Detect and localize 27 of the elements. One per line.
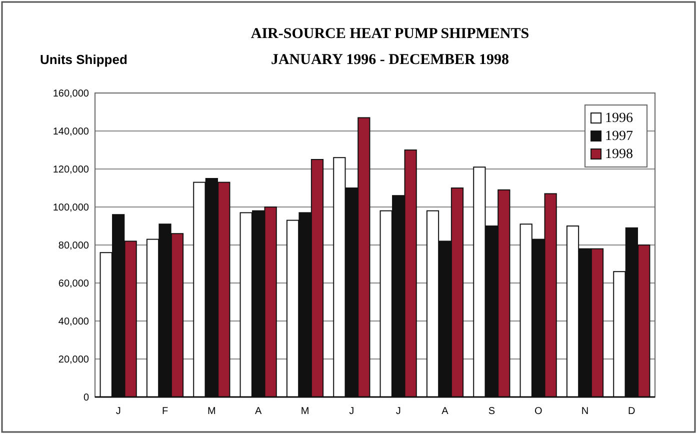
y-tick-label: 120,000	[52, 164, 90, 176]
chart-subtitle: JANUARY 1996 - DECEMBER 1998	[270, 52, 510, 68]
x-tick-label: J	[349, 406, 354, 417]
y-tick-label: 160,000	[52, 88, 90, 100]
y-tick-label: 60,000	[58, 278, 90, 290]
x-tick-label: J	[396, 406, 401, 417]
x-tick-label: M	[207, 406, 216, 417]
x-tick-label: J	[116, 406, 121, 417]
y-tick-label: 140,000	[52, 126, 90, 138]
x-tick-label: A	[254, 406, 262, 417]
y-axis-title: Units Shipped	[40, 52, 128, 67]
x-tick-label: A	[442, 406, 449, 417]
y-tick-label: 20,000	[58, 354, 90, 366]
legend-label: 1997	[605, 129, 633, 144]
x-tick-label: D	[628, 406, 636, 417]
legend-label: 1998	[605, 147, 633, 162]
x-tick-label: S	[488, 406, 496, 417]
y-tick-label: 80,000	[58, 240, 90, 252]
y-tick-label: 0	[83, 392, 90, 404]
legend-label: 1996	[605, 111, 633, 126]
x-tick-label: N	[581, 406, 589, 417]
y-tick-label: 40,000	[58, 316, 90, 328]
chart-title: AIR-SOURCE HEAT PUMP SHIPMENTS	[250, 26, 530, 42]
x-tick-label: M	[300, 406, 310, 417]
x-tick-label: O	[534, 406, 542, 417]
y-tick-label: 100,000	[52, 202, 90, 214]
x-tick-label: F	[162, 406, 168, 417]
